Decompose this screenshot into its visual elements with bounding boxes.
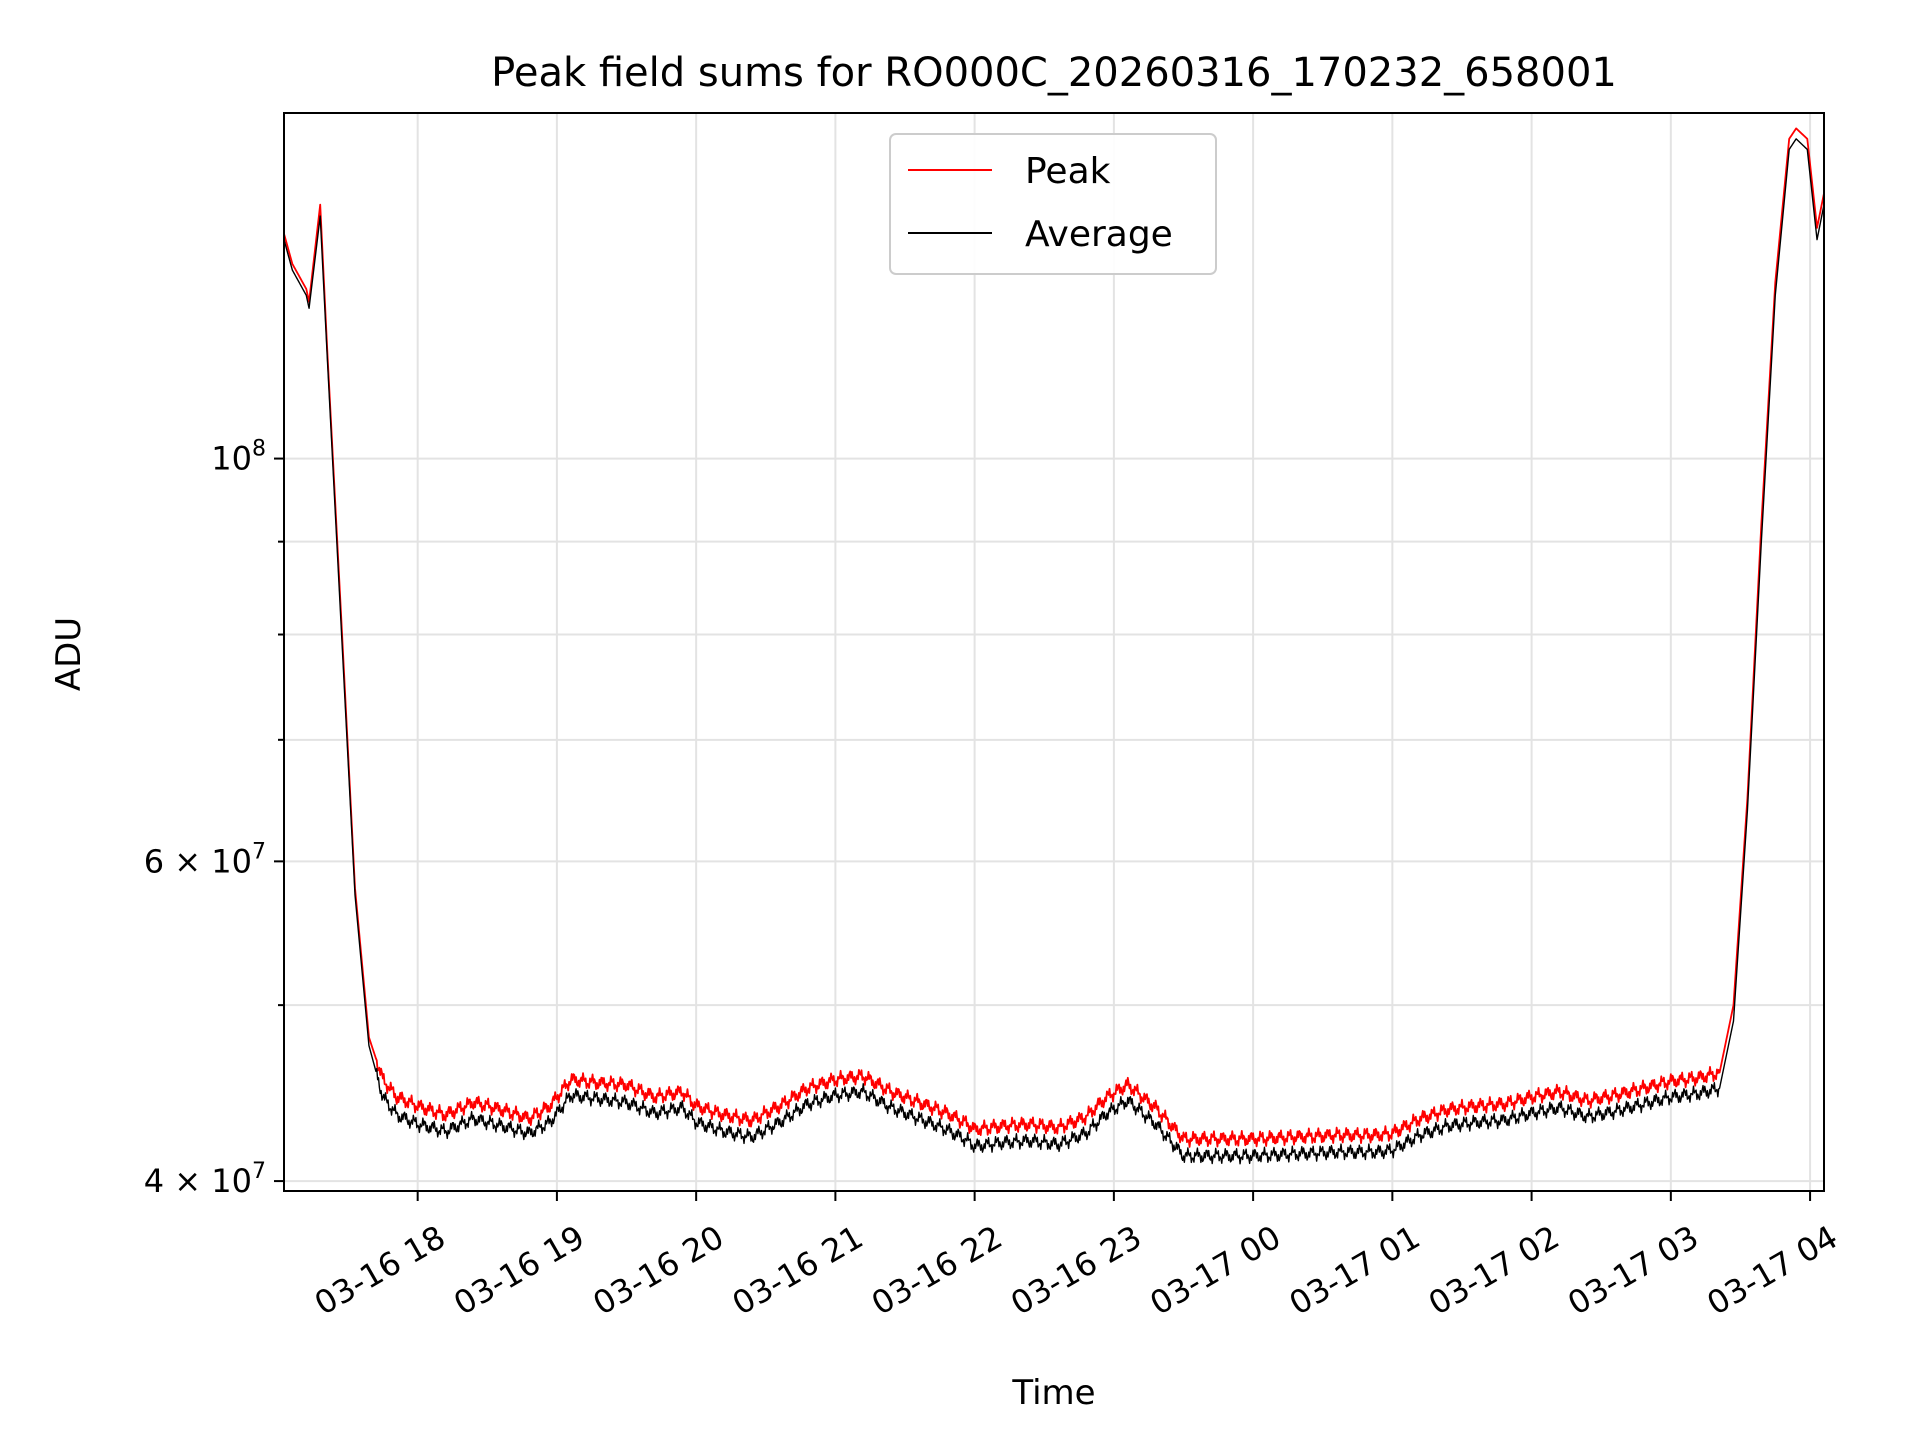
chart-title: Peak field sums for RO000C_20260316_1702… xyxy=(491,50,1617,96)
series-line-peak xyxy=(283,127,1825,1148)
y-tick-label-exponent: 7 xyxy=(252,1159,266,1184)
y-tick-label: 108 xyxy=(211,437,266,478)
y-tick-label-exponent: 8 xyxy=(252,437,266,462)
x-axis-label: Time xyxy=(1011,1373,1095,1413)
series-line-average xyxy=(283,138,1825,1165)
series-layer xyxy=(283,127,1825,1165)
y-tick-label-base: 10 xyxy=(211,440,252,478)
y-tick-label-base: 4 × 10 xyxy=(144,1162,252,1200)
legend-label-average: Average xyxy=(1025,214,1173,255)
legend: Peak Average xyxy=(889,133,1217,275)
y-tick-label: 4 × 107 xyxy=(144,1159,266,1200)
plot-frame xyxy=(283,112,1825,1192)
legend-label-peak: Peak xyxy=(1025,151,1111,192)
y-tick-label-base: 6 × 10 xyxy=(144,842,252,880)
y-tick-label: 6 × 107 xyxy=(144,839,266,880)
y-axis-label: ADU xyxy=(49,617,89,691)
grid-layer xyxy=(284,113,1824,1191)
y-tick-label-exponent: 7 xyxy=(252,839,266,864)
